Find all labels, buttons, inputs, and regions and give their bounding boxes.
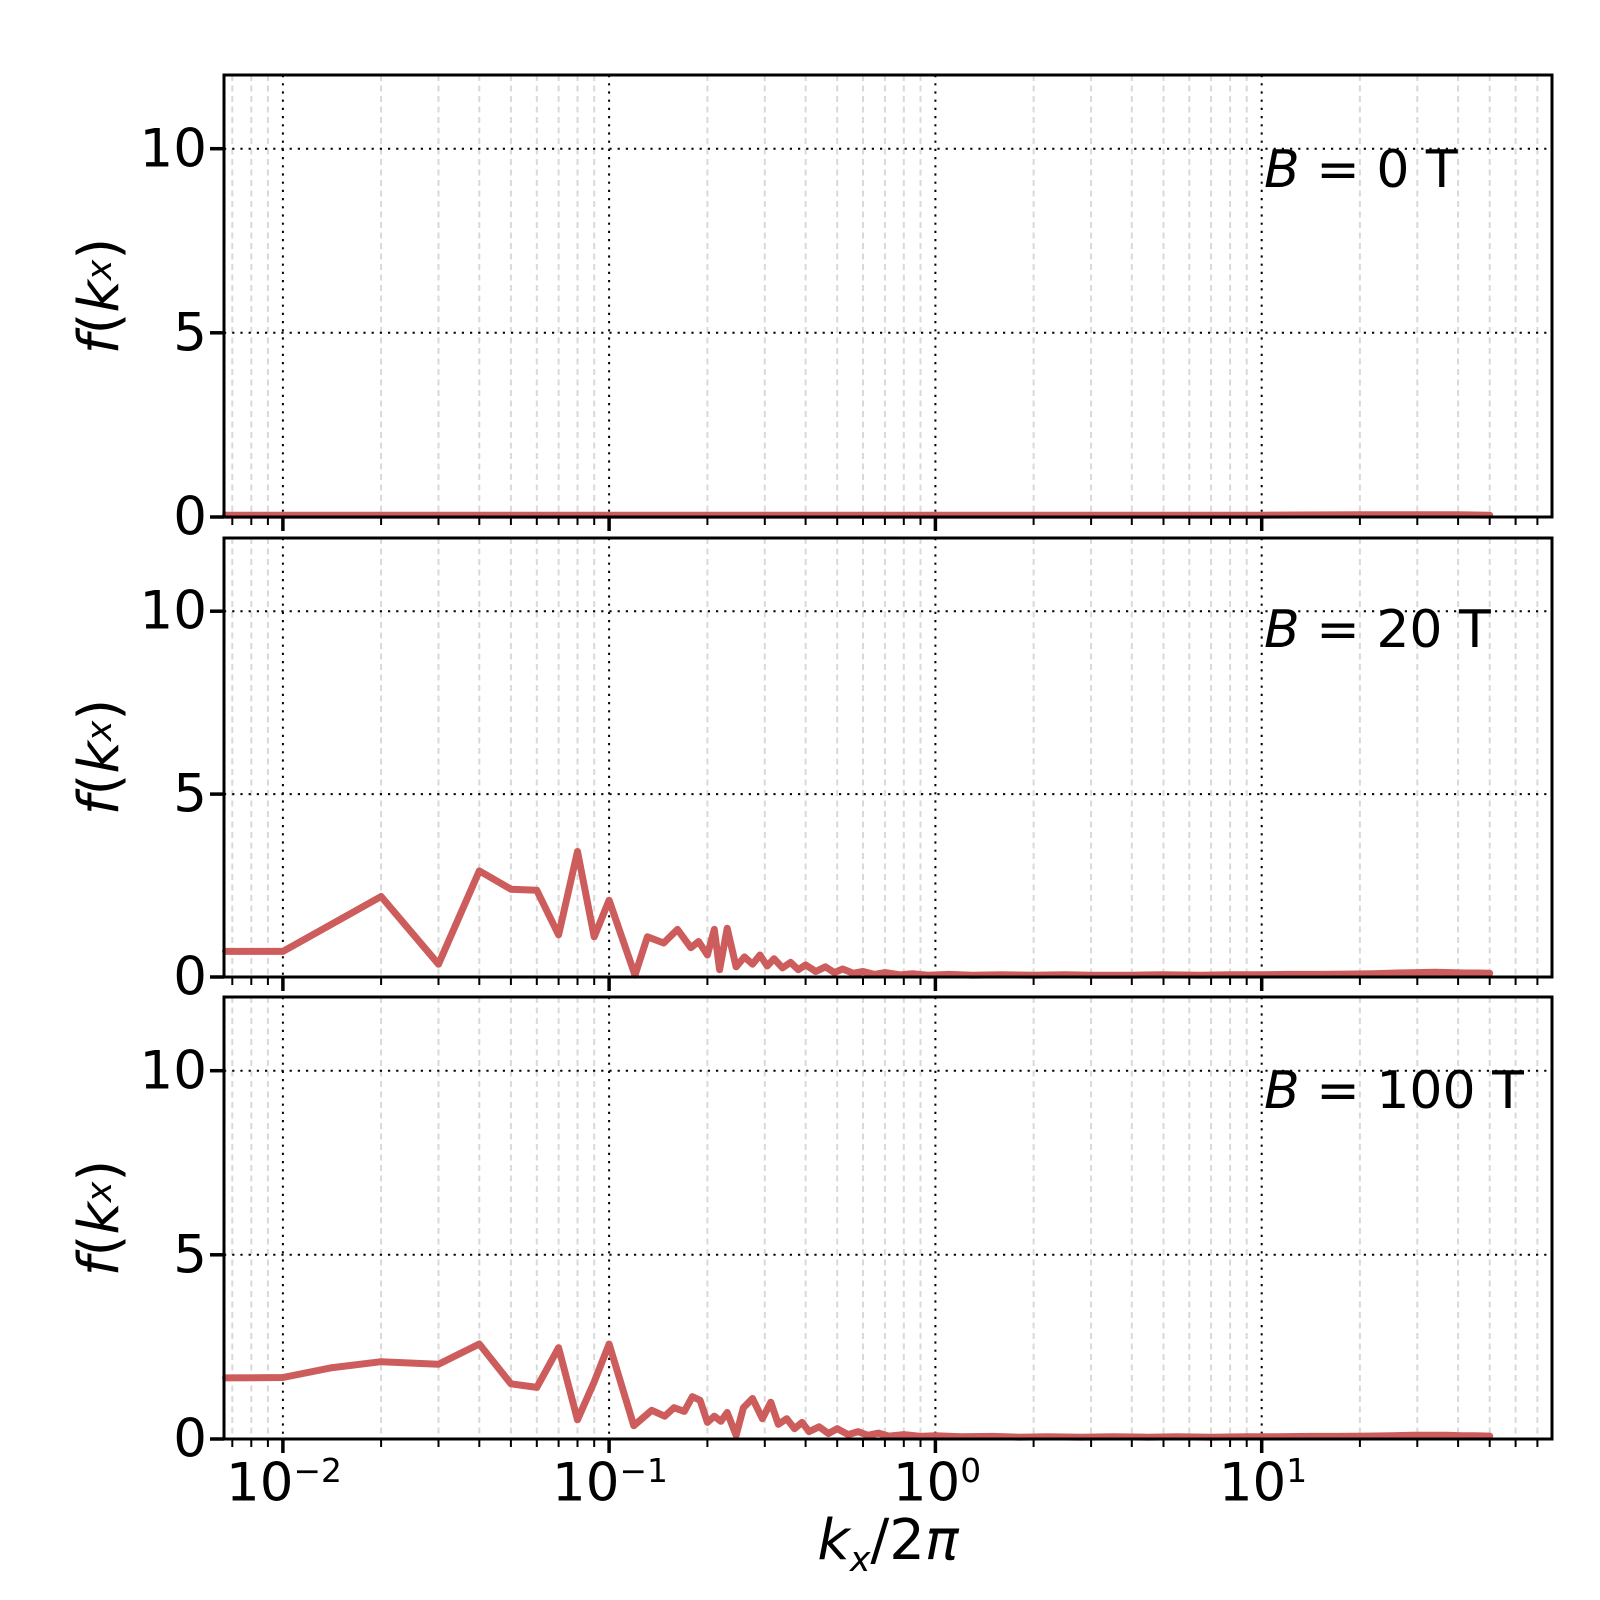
k-symbol: k [67, 1202, 132, 1235]
x-subscript: x [79, 1181, 120, 1203]
y-tick-label: 0 [173, 946, 207, 1008]
panel-spines [222, 995, 1554, 1441]
x-subscript: x [79, 259, 120, 281]
x-tick-exponent: −2 [293, 1451, 342, 1490]
y-tick-label: 10 [139, 1040, 207, 1102]
panel-b20-label: B = 20 T [1264, 604, 1491, 656]
x-tick-label: 101 [1219, 1454, 1307, 1510]
y-tick-label: 5 [173, 1224, 207, 1286]
y-ticks [210, 146, 224, 519]
b-value: = 0 T [1299, 140, 1458, 200]
x-tick-label: 10−2 [226, 1454, 342, 1510]
f-symbol: f [67, 1256, 132, 1277]
minor-x-gridlines [231, 997, 1539, 1439]
paren-open: ( [67, 773, 132, 796]
pi-symbol: π [924, 1508, 959, 1573]
k-symbol: k [817, 1508, 850, 1573]
x-tick-exponent: 0 [960, 1451, 982, 1490]
panel-b20 [210, 536, 1554, 991]
y-tick-label: 0 [173, 486, 207, 548]
y-tick-label: 0 [173, 1408, 207, 1470]
x-axis-label: kx/2π [817, 1513, 958, 1578]
major-x-gridlines [281, 75, 1263, 517]
b-symbol: B [1264, 600, 1300, 660]
y-tick-label: 10 [139, 580, 207, 642]
y-ticks [210, 1068, 224, 1441]
x-tick-base: 10 [226, 1452, 294, 1514]
b-symbol: B [1264, 140, 1300, 200]
y-axis-label: f(k x) [67, 1038, 132, 1398]
paren-close: ) [67, 698, 132, 721]
x-subscript: x [849, 1540, 871, 1581]
panel-b0-label: B = 0 T [1264, 144, 1458, 196]
x-tick-exponent: −1 [619, 1451, 668, 1490]
b-value: = 100 T [1299, 1061, 1524, 1121]
x-ticks [231, 517, 1539, 531]
k-symbol: k [67, 741, 132, 774]
paren-open: ( [67, 312, 132, 335]
k-symbol: k [67, 280, 132, 313]
panel-b100 [210, 995, 1554, 1453]
f-symbol: f [67, 795, 132, 816]
y-axis-label: f(k x) [67, 577, 132, 937]
x-tick-label: 100 [893, 1454, 981, 1510]
paren-close: ) [67, 1159, 132, 1182]
panel-spines [222, 73, 1554, 519]
panel-b100-label: B = 100 T [1264, 1065, 1524, 1117]
x-tick-base: 10 [1218, 1452, 1287, 1514]
x-ticks [231, 977, 1539, 991]
x-tick-base: 10 [892, 1452, 961, 1514]
panel-spines [222, 536, 1554, 979]
x-tick-exponent: 1 [1286, 1451, 1308, 1490]
y-tick-label: 5 [173, 302, 207, 364]
over-two: /2 [870, 1508, 925, 1573]
major-x-gridlines [281, 997, 1263, 1439]
x-tick-base: 10 [552, 1452, 620, 1514]
x-tick-label: 10−1 [552, 1454, 668, 1510]
f-symbol: f [67, 334, 132, 355]
major-x-gridlines [281, 538, 1263, 977]
y-tick-label: 5 [173, 763, 207, 825]
series-line-b20 [222, 848, 1494, 979]
paren-close: ) [67, 237, 132, 260]
y-ticks [210, 609, 224, 979]
x-subscript: x [79, 720, 120, 742]
b-value: = 20 T [1299, 600, 1491, 660]
series-line-b100 [222, 1340, 1494, 1441]
panel-b0 [210, 73, 1554, 531]
b-symbol: B [1264, 1061, 1300, 1121]
y-tick-label: 10 [139, 118, 207, 180]
paren-open: ( [67, 1234, 132, 1257]
y-axis-label: f(k x) [67, 116, 132, 476]
x-ticks [231, 1439, 1539, 1453]
